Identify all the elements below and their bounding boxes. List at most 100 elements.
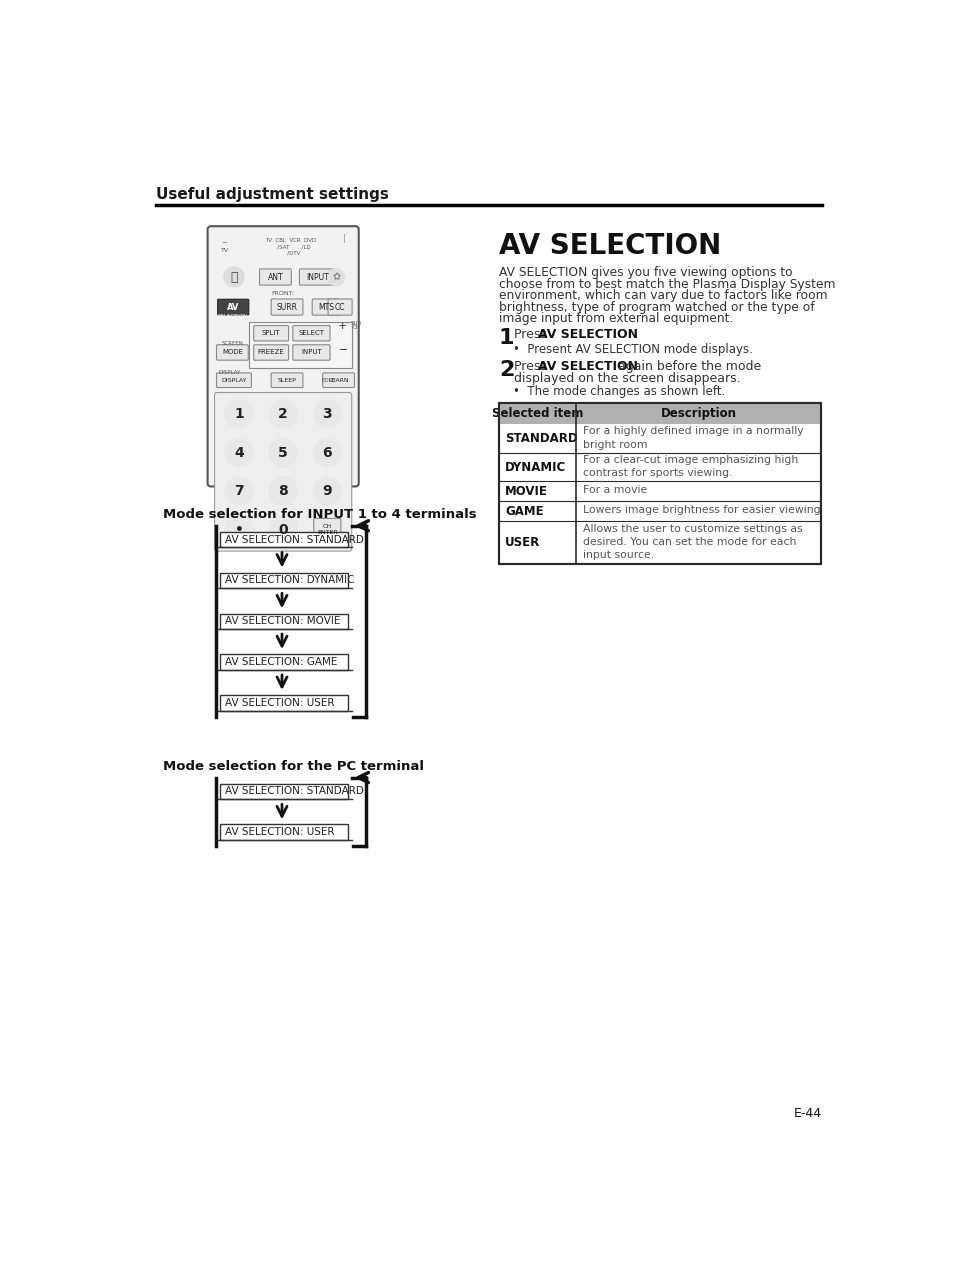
FancyBboxPatch shape bbox=[271, 299, 303, 315]
Text: AV SELECTION: AV SELECTION bbox=[537, 327, 638, 341]
Text: CH
ENTER: CH ENTER bbox=[316, 524, 337, 536]
Bar bbox=[220, 532, 348, 547]
Text: •  The mode changes as shown left.: • The mode changes as shown left. bbox=[513, 385, 724, 397]
Text: ANT: ANT bbox=[268, 273, 283, 282]
Bar bbox=[220, 655, 348, 670]
Circle shape bbox=[269, 439, 296, 467]
Text: 4: 4 bbox=[233, 445, 244, 459]
FancyBboxPatch shape bbox=[322, 373, 355, 387]
Text: TV  CBL  VCR  DVD: TV CBL VCR DVD bbox=[265, 239, 316, 244]
Text: ✿: ✿ bbox=[332, 272, 340, 282]
Bar bbox=[220, 825, 348, 840]
Text: image input from external equipment.: image input from external equipment. bbox=[498, 312, 733, 325]
Text: FRONT:: FRONT: bbox=[272, 292, 294, 297]
Text: EDIT/: EDIT/ bbox=[321, 378, 336, 383]
Text: 6: 6 bbox=[322, 445, 332, 459]
Text: SURR: SURR bbox=[276, 302, 297, 312]
Text: ─: ─ bbox=[222, 240, 227, 246]
Text: 1: 1 bbox=[498, 327, 514, 348]
Text: 0: 0 bbox=[278, 523, 288, 537]
Text: MOVIE: MOVIE bbox=[505, 485, 548, 497]
Text: 8: 8 bbox=[278, 483, 288, 497]
Text: AV SELECTION: GAME: AV SELECTION: GAME bbox=[225, 657, 337, 667]
Text: +: + bbox=[337, 321, 347, 330]
FancyBboxPatch shape bbox=[253, 345, 289, 360]
Text: Press: Press bbox=[514, 360, 551, 373]
Text: brightness, type of program watched or the type of: brightness, type of program watched or t… bbox=[498, 301, 814, 313]
Text: LEARN: LEARN bbox=[328, 378, 349, 383]
FancyBboxPatch shape bbox=[328, 299, 352, 315]
Text: AV SELECTION gives you five viewing options to: AV SELECTION gives you five viewing opti… bbox=[498, 266, 792, 279]
FancyBboxPatch shape bbox=[299, 269, 336, 286]
Text: 7: 7 bbox=[233, 483, 244, 497]
Text: 3: 3 bbox=[322, 407, 332, 421]
Circle shape bbox=[225, 515, 253, 543]
Bar bbox=[498, 402, 820, 565]
Text: DYNAMIC: DYNAMIC bbox=[505, 461, 566, 473]
Circle shape bbox=[225, 439, 253, 467]
Text: For a clear-cut image emphasizing high
contrast for sports viewing.: For a clear-cut image emphasizing high c… bbox=[582, 454, 797, 478]
FancyBboxPatch shape bbox=[314, 519, 340, 541]
Text: TV: TV bbox=[220, 247, 229, 253]
FancyBboxPatch shape bbox=[216, 345, 248, 360]
Text: SELECT: SELECT bbox=[298, 330, 324, 336]
Text: For a highly defined image in a normally
bright room: For a highly defined image in a normally… bbox=[582, 426, 802, 449]
Circle shape bbox=[313, 477, 341, 505]
Text: AV SELECTION: AV SELECTION bbox=[498, 232, 720, 260]
Text: Press: Press bbox=[514, 327, 551, 341]
FancyBboxPatch shape bbox=[293, 326, 330, 341]
Text: /DTV: /DTV bbox=[281, 251, 300, 255]
Text: AV SELECTION: USER: AV SELECTION: USER bbox=[225, 827, 335, 838]
Text: SUB: SUB bbox=[351, 321, 361, 326]
Text: MODE: MODE bbox=[222, 349, 243, 355]
Text: STANDARD: STANDARD bbox=[505, 433, 578, 445]
Text: |: | bbox=[342, 233, 345, 244]
Text: 9: 9 bbox=[322, 483, 332, 497]
Circle shape bbox=[269, 515, 296, 543]
Text: CC: CC bbox=[335, 302, 345, 312]
Circle shape bbox=[225, 400, 253, 428]
Text: environment, which can vary due to factors like room: environment, which can vary due to facto… bbox=[498, 289, 827, 302]
Text: For a movie: For a movie bbox=[582, 485, 646, 495]
Text: AV SELECTION: MOVIE: AV SELECTION: MOVIE bbox=[225, 617, 340, 626]
Circle shape bbox=[269, 400, 296, 428]
Text: .: . bbox=[613, 327, 617, 341]
Circle shape bbox=[269, 477, 296, 505]
Text: DISPLAY: DISPLAY bbox=[221, 378, 247, 383]
Text: AV SELECTION: DYNAMIC: AV SELECTION: DYNAMIC bbox=[225, 575, 355, 585]
FancyBboxPatch shape bbox=[216, 373, 252, 387]
Text: GAME: GAME bbox=[505, 505, 543, 518]
Text: CH: CH bbox=[352, 325, 360, 330]
Bar bbox=[498, 402, 820, 424]
Text: MTS: MTS bbox=[317, 302, 334, 312]
Text: choose from to best match the Plasma Display System: choose from to best match the Plasma Dis… bbox=[498, 278, 835, 291]
FancyBboxPatch shape bbox=[214, 392, 352, 551]
Text: ─: ─ bbox=[338, 344, 345, 354]
Circle shape bbox=[313, 439, 341, 467]
FancyBboxPatch shape bbox=[253, 326, 289, 341]
Text: 1: 1 bbox=[233, 407, 244, 421]
FancyBboxPatch shape bbox=[312, 299, 339, 315]
Text: 2: 2 bbox=[278, 407, 288, 421]
Text: DISPLAY: DISPLAY bbox=[218, 371, 240, 376]
Text: SLEEP: SLEEP bbox=[277, 378, 296, 383]
Text: INPUT: INPUT bbox=[306, 273, 329, 282]
Text: AV SELECTION: AV SELECTION bbox=[537, 360, 638, 373]
Bar bbox=[249, 321, 352, 368]
Text: /SAT       /LD: /SAT /LD bbox=[272, 245, 310, 250]
FancyBboxPatch shape bbox=[208, 226, 358, 486]
Text: E-44: E-44 bbox=[793, 1107, 821, 1119]
Circle shape bbox=[225, 477, 253, 505]
FancyBboxPatch shape bbox=[271, 373, 303, 387]
Text: AV SELECTION: USER: AV SELECTION: USER bbox=[225, 698, 335, 708]
Circle shape bbox=[313, 400, 341, 428]
Text: Mode selection for the PC terminal: Mode selection for the PC terminal bbox=[163, 760, 424, 773]
Text: AV SELECTION: STANDARD: AV SELECTION: STANDARD bbox=[225, 534, 364, 544]
Bar bbox=[498, 402, 820, 565]
Text: INPUT: INPUT bbox=[301, 349, 321, 355]
Text: ⏻: ⏻ bbox=[230, 270, 237, 283]
Text: Lowers image brightness for easier viewing: Lowers image brightness for easier viewi… bbox=[582, 505, 820, 515]
Text: Selected item: Selected item bbox=[492, 407, 583, 420]
Text: |: | bbox=[342, 233, 345, 244]
FancyBboxPatch shape bbox=[293, 345, 330, 360]
